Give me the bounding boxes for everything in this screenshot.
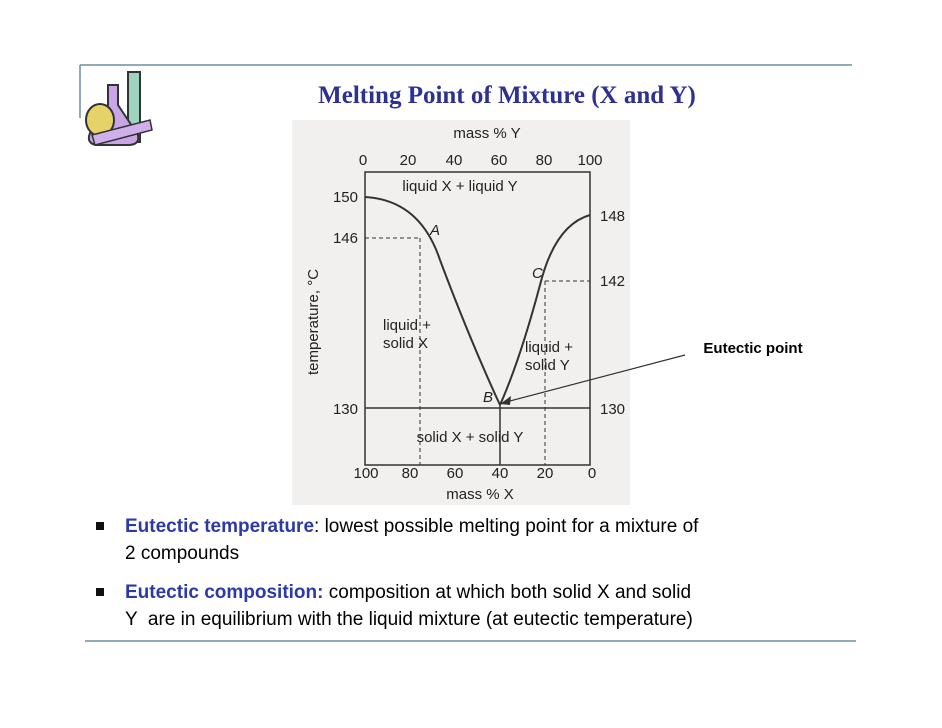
phase-diagram-lines bbox=[364, 171, 686, 466]
y-axis-label: temperature, °C bbox=[305, 269, 322, 375]
bottom-tick-label: 60 bbox=[447, 465, 464, 482]
slide-title: Melting Point of Mixture (X and Y) bbox=[318, 82, 696, 109]
bullet-line: : lowest possible melting point for a mi… bbox=[314, 516, 699, 537]
bottom-tick-label: 20 bbox=[537, 465, 554, 482]
top-tick-label: 100 bbox=[577, 152, 602, 169]
region-label: liquid + bbox=[525, 339, 573, 356]
bullet-text: Y are in equilibrium with the liquid mix… bbox=[125, 609, 693, 630]
point-label: B bbox=[483, 389, 493, 406]
bullet-marker bbox=[96, 522, 104, 530]
bullet-term: Eutectic composition: bbox=[125, 582, 323, 603]
bottom-tick-label: 0 bbox=[588, 465, 596, 482]
region-label: solid X + solid Y bbox=[417, 429, 524, 446]
bottom-tick-label: 100 bbox=[353, 465, 378, 482]
left-tick-label: 130 bbox=[333, 401, 358, 418]
flask-icon bbox=[85, 71, 153, 146]
point-label: A bbox=[429, 222, 440, 239]
point-label: C bbox=[532, 265, 543, 282]
region-label: solid X bbox=[383, 335, 428, 352]
bullet-line: composition at which both solid X and so… bbox=[323, 582, 691, 603]
right-tick-label: 142 bbox=[600, 273, 625, 290]
callout: Eutectic point bbox=[703, 340, 802, 357]
bottom-tick-label: 80 bbox=[402, 465, 419, 482]
region-label: liquid X + liquid Y bbox=[402, 178, 517, 195]
bottom-axis-label: mass % X bbox=[446, 486, 514, 503]
right-tick-label: 148 bbox=[600, 208, 625, 225]
region-label: liquid + bbox=[383, 317, 431, 334]
bottom-tick-label: 40 bbox=[492, 465, 509, 482]
bullet-term: Eutectic temperature bbox=[125, 516, 314, 537]
top-tick-label: 80 bbox=[536, 152, 553, 169]
left-tick-label: 146 bbox=[333, 230, 358, 247]
region-label: solid Y bbox=[525, 357, 570, 374]
bullet-text: 2 compounds bbox=[125, 543, 239, 564]
bullet-marker bbox=[96, 588, 104, 596]
right-tick-label: 130 bbox=[600, 401, 625, 418]
left-tick-label: 150 bbox=[333, 189, 358, 206]
top-tick-label: 20 bbox=[400, 152, 417, 169]
bullet-text: Eutectic composition: composition at whi… bbox=[125, 582, 691, 603]
top-tick-label: 40 bbox=[446, 152, 463, 169]
top-axis-label: mass % Y bbox=[453, 125, 520, 142]
bullet-text: Eutectic temperature: lowest possible me… bbox=[125, 516, 699, 537]
top-tick-label: 0 bbox=[359, 152, 367, 169]
top-tick-label: 60 bbox=[491, 152, 508, 169]
